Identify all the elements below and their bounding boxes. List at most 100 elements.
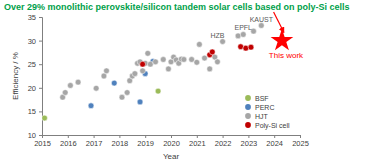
- point: [181, 57, 187, 63]
- series: [140, 44, 254, 67]
- legend-label: PERC: [255, 104, 274, 111]
- series: [88, 58, 156, 108]
- tick: 2022: [215, 135, 232, 148]
- point: [111, 80, 117, 86]
- chart: 2015201620172018201920202021202220232024…: [0, 0, 378, 162]
- tick: 30: [28, 37, 42, 46]
- tick: 2017: [86, 135, 103, 148]
- legend-item: PERC: [245, 104, 274, 111]
- x-axis-title: Year: [163, 152, 180, 161]
- tick-label: 2021: [189, 139, 206, 148]
- tick: 2015: [34, 135, 51, 148]
- tick-label: 20: [28, 84, 36, 93]
- tick: 2020: [163, 135, 180, 148]
- point: [93, 85, 99, 91]
- point: [137, 99, 143, 105]
- legend-symbol: [245, 95, 251, 101]
- tick: 2025: [292, 135, 309, 148]
- tick-label: 25: [28, 60, 36, 69]
- point: [68, 83, 74, 89]
- tick: 2016: [60, 135, 77, 148]
- point: [124, 90, 130, 96]
- point: [215, 59, 221, 65]
- axis-line: [43, 136, 301, 139]
- legend: BSF PERC HJT Poly-Si cell: [245, 95, 290, 130]
- series: [42, 88, 161, 121]
- point: [88, 103, 94, 109]
- tick-mark: [68, 135, 69, 138]
- tick-label: 2018: [112, 139, 129, 148]
- tick-label: 30: [28, 37, 36, 46]
- tick-label: 2025: [292, 139, 309, 148]
- tick-mark: [171, 135, 172, 138]
- legend-label: BSF: [255, 95, 269, 102]
- tick-mark: [248, 135, 249, 138]
- point: [197, 41, 203, 47]
- point: [153, 59, 159, 65]
- legend-symbol: [245, 122, 251, 128]
- tick-label: 15: [28, 107, 36, 116]
- tick-mark: [39, 64, 42, 65]
- tick-label: 2022: [215, 139, 232, 148]
- tick-mark: [39, 135, 42, 136]
- highlight-star: [271, 29, 294, 51]
- tick: 2018: [112, 135, 129, 148]
- legend-symbol: [245, 104, 251, 110]
- point: [160, 57, 166, 63]
- point: [132, 71, 138, 77]
- tick-label: 2020: [163, 139, 180, 148]
- point: [220, 39, 226, 45]
- plot: 2015201620172018201920202021202220232024…: [11, 13, 309, 161]
- tick-label: 2019: [137, 139, 154, 148]
- point: [194, 59, 200, 65]
- point: [104, 68, 110, 74]
- tick: 2023: [241, 135, 258, 148]
- point: [209, 49, 215, 55]
- point: [42, 115, 47, 121]
- point: [155, 88, 161, 94]
- point: [202, 55, 208, 61]
- point: [147, 61, 153, 67]
- tick-mark: [39, 41, 42, 42]
- tick-mark: [119, 135, 120, 138]
- point: [243, 45, 249, 51]
- point: [62, 90, 68, 96]
- point: [166, 66, 172, 72]
- highlight-label: This work: [269, 51, 304, 60]
- point: [101, 73, 107, 79]
- tick-mark: [300, 135, 301, 138]
- y-axis: 101520253035: [28, 13, 43, 140]
- tick-label: 2016: [60, 139, 77, 148]
- title: Over 29% monolithic perovskite/silicon t…: [4, 2, 350, 12]
- tick-mark: [39, 88, 42, 89]
- point: [258, 23, 264, 29]
- tick-label: 2023: [241, 139, 258, 148]
- tick-label: 2017: [86, 139, 103, 148]
- tick: 25: [28, 60, 42, 69]
- tick-mark: [197, 135, 198, 138]
- y-axis-title: Efficiency / %: [11, 52, 20, 100]
- tick: 2024: [266, 135, 283, 148]
- tick-mark: [274, 135, 275, 138]
- point: [235, 33, 241, 39]
- tick-label: 2024: [266, 139, 283, 148]
- axis-line: [39, 18, 43, 136]
- legend-symbol: [245, 113, 251, 119]
- series: [60, 23, 264, 100]
- tick: 15: [28, 107, 42, 116]
- point: [189, 57, 195, 63]
- tick: 2019: [137, 135, 154, 148]
- point: [207, 66, 213, 72]
- legend-item: BSF: [245, 95, 269, 102]
- tick-mark: [39, 17, 42, 18]
- tick-label: 35: [28, 13, 36, 22]
- point: [75, 79, 81, 85]
- legend-item: HJT: [245, 113, 268, 120]
- point: [145, 50, 151, 56]
- tick-mark: [94, 135, 95, 138]
- x-axis: 2015 2016 2017 2018 2019 2020 2021 2022 2023 2024…: [34, 135, 309, 148]
- tick-mark: [39, 111, 42, 112]
- annotation: HZB: [210, 32, 224, 39]
- tick: 2021: [189, 135, 206, 148]
- legend-item: Poly-Si cell: [245, 122, 290, 130]
